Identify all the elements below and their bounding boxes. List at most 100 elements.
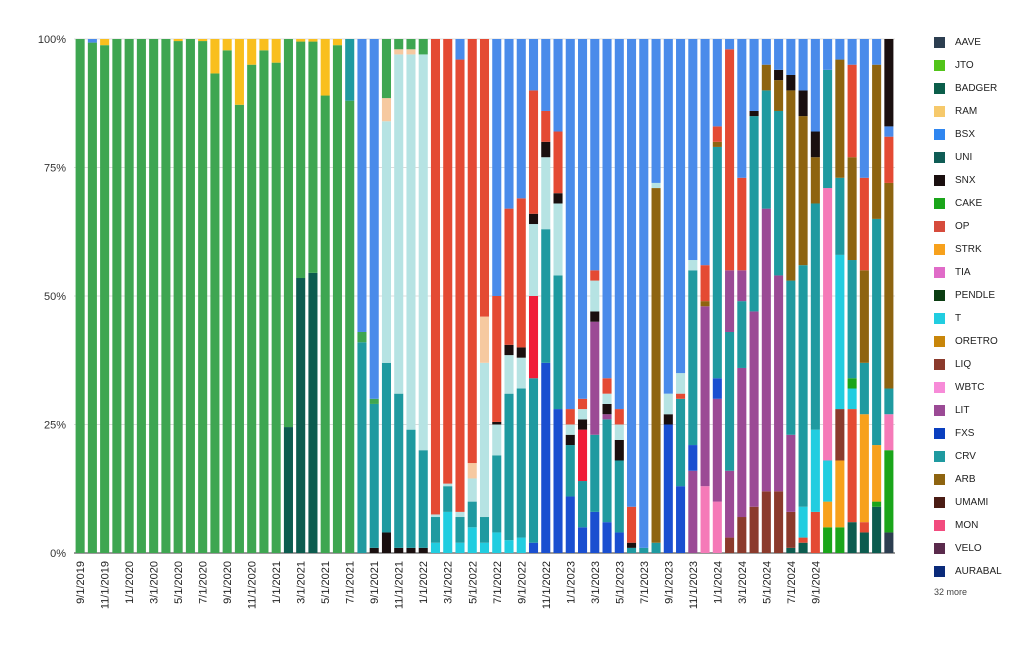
legend-item[interactable]: MON	[934, 514, 1034, 537]
bar-segment	[455, 542, 465, 553]
x-tick-label: 11/1/2023	[688, 561, 700, 609]
bar-segment	[651, 39, 661, 183]
bar-segment	[761, 39, 771, 65]
bar-segment	[578, 409, 588, 420]
bar-segment	[700, 301, 710, 307]
bar-segment	[492, 296, 502, 422]
bar-segment	[381, 98, 392, 122]
legend-item[interactable]: JTO	[934, 54, 1034, 77]
bar-segment	[467, 39, 477, 464]
bar-segment	[749, 506, 759, 553]
legend-more-link[interactable]: 32 more	[934, 587, 968, 597]
y-axis-ticks: 0% 25% 50% 75% 100%	[38, 34, 66, 560]
bar-segment	[859, 39, 869, 178]
bar-segment	[737, 301, 747, 368]
x-tick-label: 3/1/2022	[443, 561, 455, 604]
bar-segment	[810, 157, 820, 204]
legend-item[interactable]: UMAMI	[934, 491, 1034, 514]
bar-segment	[296, 39, 306, 42]
bar-segment	[308, 41, 318, 273]
legend-item[interactable]: AURABAL	[934, 560, 1034, 583]
bar-segment	[884, 450, 894, 533]
legend-swatch	[934, 405, 945, 416]
bar-segment	[725, 331, 735, 471]
bar-segment	[87, 39, 97, 43]
legend-item[interactable]: CAKE	[934, 192, 1034, 215]
bar-segment	[516, 198, 526, 348]
legend: AAVE JTO BADGER RAM BSX UNI SNX CAKE OP STRK TIA PE…	[934, 31, 1034, 597]
bar-segment	[541, 141, 551, 158]
x-tick-label: 11/1/2020	[247, 561, 259, 609]
bar-segment	[798, 537, 808, 543]
bar-segment	[161, 39, 171, 553]
legend-item[interactable]: TIA	[934, 261, 1034, 284]
legend-swatch	[934, 359, 945, 370]
bar-segment	[602, 39, 612, 379]
bar-segment	[504, 540, 514, 553]
bar-segment	[676, 486, 686, 553]
bar-segment	[430, 39, 441, 515]
bar-segment	[847, 39, 857, 65]
legend-item[interactable]: WBTC	[934, 376, 1034, 399]
bar-segment	[394, 393, 404, 548]
bar-segment	[663, 424, 673, 553]
x-tick-label: 3/1/2023	[590, 561, 602, 604]
bar-segment	[234, 39, 244, 105]
bar-segment	[614, 532, 624, 553]
bar-segment	[786, 547, 796, 553]
bar-segment	[798, 39, 808, 91]
bar-segment	[639, 547, 649, 553]
bar-segment	[455, 39, 465, 60]
legend-label: UMAMI	[955, 497, 989, 508]
legend-item[interactable]: AAVE	[934, 31, 1034, 54]
legend-item[interactable]: LIT	[934, 399, 1034, 422]
legend-item[interactable]: STRK	[934, 238, 1034, 261]
bar-segment	[492, 424, 502, 456]
bar-segment	[406, 49, 416, 55]
bar-segment	[786, 74, 796, 91]
legend-item[interactable]: ARB	[934, 468, 1034, 491]
x-tick-label: 5/1/2021	[320, 561, 332, 604]
legend-item[interactable]: BADGER	[934, 77, 1034, 100]
x-tick-label: 9/1/2023	[663, 561, 675, 604]
bar-segment	[835, 254, 845, 410]
bar-segment	[100, 45, 110, 554]
legend-item[interactable]: OP	[934, 215, 1034, 238]
bar-segment	[467, 478, 477, 502]
legend-item[interactable]: BSX	[934, 123, 1034, 146]
bar-segment	[786, 434, 796, 512]
legend-label: UNI	[955, 152, 973, 163]
bar-segment	[847, 64, 857, 158]
bar-segment	[676, 373, 686, 394]
legend-item[interactable]: SNX	[934, 169, 1034, 192]
legend-label: CRV	[955, 451, 976, 462]
legend-item[interactable]: T	[934, 307, 1034, 330]
bar-segment	[578, 429, 588, 482]
legend-item[interactable]: VELO	[934, 537, 1034, 560]
legend-swatch	[934, 244, 945, 255]
bar-segment	[541, 229, 551, 363]
bar-segment	[774, 275, 784, 492]
bar-segment	[786, 90, 796, 281]
legend-swatch	[934, 313, 945, 324]
x-tick-label: 5/1/2023	[614, 561, 626, 604]
legend-item[interactable]: ORETRO	[934, 330, 1034, 353]
x-tick-label: 3/1/2020	[149, 561, 161, 604]
bar-segment	[479, 517, 490, 543]
bar-segment	[749, 110, 759, 117]
x-tick-label: 1/1/2021	[271, 561, 283, 604]
legend-item[interactable]: UNI	[934, 146, 1034, 169]
x-tick-label: 5/1/2020	[173, 561, 185, 604]
bar-segment	[247, 39, 257, 65]
bar-segment	[259, 50, 269, 554]
legend-swatch	[934, 221, 945, 232]
legend-item[interactable]: CRV	[934, 445, 1034, 468]
legend-label: STRK	[955, 244, 982, 255]
legend-swatch	[934, 566, 945, 577]
bar-segment	[786, 39, 796, 75]
legend-item[interactable]: LIQ	[934, 353, 1034, 376]
bar-segment	[381, 362, 392, 533]
legend-item[interactable]: RAM	[934, 100, 1034, 123]
legend-item[interactable]: FXS	[934, 422, 1034, 445]
legend-item[interactable]: PENDLE	[934, 284, 1034, 307]
